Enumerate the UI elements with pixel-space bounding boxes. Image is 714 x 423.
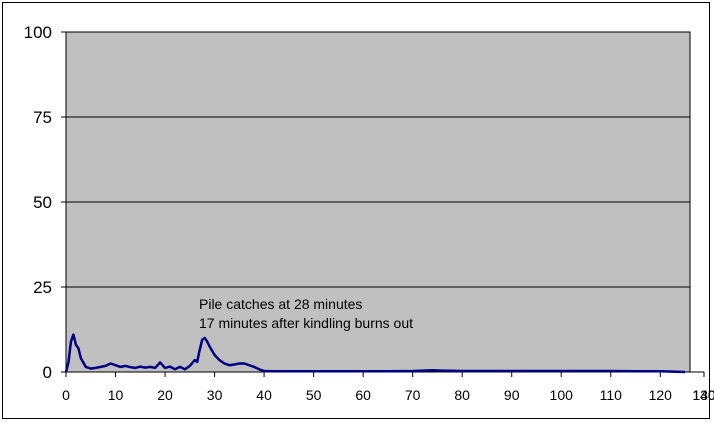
x-tick-label: 130 [692,387,714,403]
x-tick-label: 70 [405,387,421,403]
annotation-line-2: 17 minutes after kindling burns out [199,315,413,331]
x-tick-label: 10 [108,387,124,403]
x-tick-label: 140 [692,387,714,403]
series-layer [64,333,686,374]
x-tick-label: 20 [157,387,173,403]
annotation-line-1: Pile catches at 28 minutes [199,296,362,312]
x-tick-label: 90 [504,387,520,403]
gridlines [66,31,690,288]
x-tick-label: 50 [306,387,322,403]
y-tick-label: 75 [33,108,52,127]
x-tick-label: 0 [62,387,70,403]
x-tick-label: 100 [550,387,574,403]
y-tick-label: 100 [24,23,52,42]
x-tick-label: 120 [649,387,673,403]
y-axis: 0 25 50 75 100 [24,23,67,382]
y-tick-label: 25 [33,278,52,297]
x-tick-label: 110 [600,387,623,403]
series-line [64,333,686,374]
x-tick-label: 30 [207,387,223,403]
y-tick-label: 0 [43,363,52,382]
x-tick-label: 40 [256,387,272,403]
y-tick-label: 50 [33,193,52,212]
x-tick-label: 60 [355,387,371,403]
x-tick-label: 80 [454,387,470,403]
